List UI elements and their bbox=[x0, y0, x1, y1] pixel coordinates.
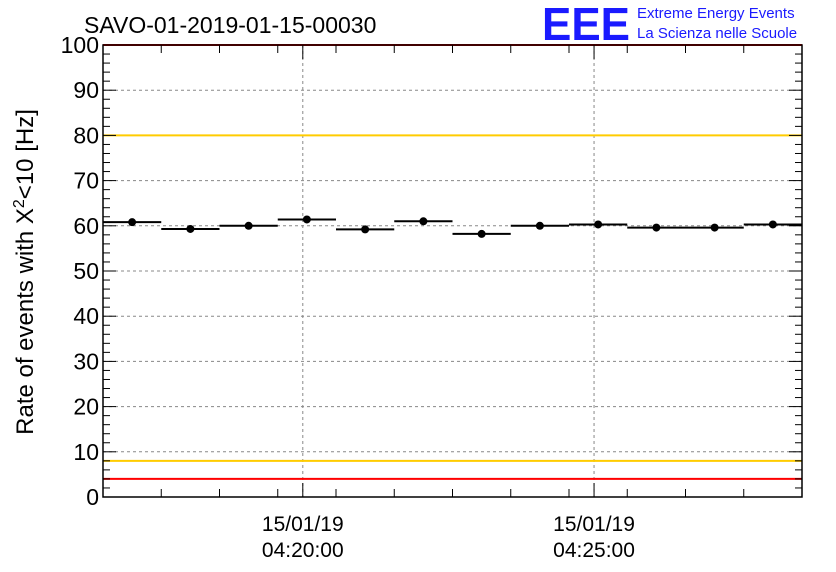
y-tick-label: 30 bbox=[73, 348, 99, 374]
data-point bbox=[128, 218, 137, 227]
x-tick-label-date: 15/01/19 bbox=[262, 513, 344, 536]
run-title: SAVO-01-2019-01-15-00030 bbox=[84, 12, 376, 38]
x-tick-label-date: 15/01/19 bbox=[553, 513, 635, 536]
x-axis-ticks: 15/01/19 04:20:00 15/01/19 04:25:00 bbox=[160, 45, 745, 562]
y-tick-label: 70 bbox=[73, 168, 99, 194]
x-tick-label-time: 04:25:00 bbox=[553, 539, 635, 562]
y-tick-label: 60 bbox=[73, 213, 99, 239]
y-tick-label: 100 bbox=[61, 32, 99, 58]
y-axis-title: Rate of events with X2<10 [Hz] bbox=[11, 109, 39, 435]
data-point bbox=[361, 225, 370, 234]
data-point bbox=[535, 221, 544, 230]
y-axis-ticks: 0 10 20 30 40 50 60 70 80 90 100 bbox=[61, 32, 802, 510]
y-tick-label: 90 bbox=[73, 77, 99, 103]
data-point bbox=[594, 220, 603, 229]
data-point bbox=[768, 220, 777, 229]
data-point bbox=[186, 224, 195, 233]
eee-logo-line1: Extreme Energy Events bbox=[637, 5, 795, 22]
y-tick-label: 40 bbox=[73, 303, 99, 329]
y-tick-label: 20 bbox=[73, 394, 99, 420]
data-point bbox=[710, 223, 719, 232]
eee-logo-line2: La Scienza nelle Scuole bbox=[637, 25, 797, 42]
data-point bbox=[302, 215, 311, 224]
data-point bbox=[419, 217, 428, 226]
grid-lines bbox=[103, 45, 802, 497]
data-point bbox=[477, 229, 486, 238]
data-point bbox=[244, 221, 253, 230]
data-series bbox=[103, 215, 802, 238]
y-tick-label: 0 bbox=[86, 484, 99, 510]
eee-logo: EEE Extreme Energy Events La Scienza nel… bbox=[542, 0, 797, 50]
y-tick-label: 10 bbox=[73, 439, 99, 465]
reference-lines bbox=[103, 44, 802, 480]
eee-logo-text: EEE bbox=[542, 0, 630, 50]
y-tick-label: 80 bbox=[73, 122, 99, 148]
y-tick-label: 50 bbox=[73, 258, 99, 284]
x-tick-label-time: 04:20:00 bbox=[262, 539, 344, 562]
data-point bbox=[652, 223, 661, 232]
